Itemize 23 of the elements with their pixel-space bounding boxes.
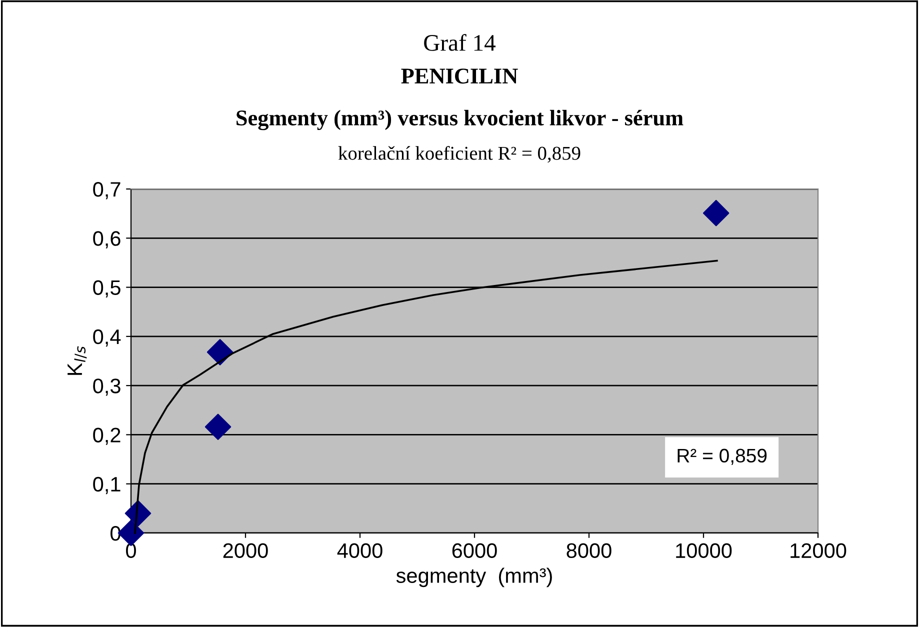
x-axis-title: segmenty (mm³) [396,568,552,588]
y-tick-label: 0,2 [93,428,120,445]
y-tick-label: 0,4 [93,329,121,347]
chart-title: PENICILIN [401,68,518,84]
text: korelační koeficient R² = 0,859 [338,146,580,163]
y-tick-label: 0,5 [93,280,120,298]
y-tick-label: 0,7 [93,182,120,200]
point [206,339,234,366]
text: Graf 14 [424,34,496,51]
x-tick-label: 4000 [337,543,382,558]
y-tick-label: 0,6 [93,231,120,248]
point [702,200,730,226]
y-tick-label: 0,3 [93,378,120,396]
annotation: R² = 0,859 [678,448,767,465]
y-axis-title: K$_{l/s}$ [68,346,87,375]
point [204,414,232,440]
chart-subtitle: Segmenty (mm³) versus kvocient likvor - sérum [236,110,684,130]
x-tick-label: 12000 [790,543,846,558]
y-tick-label: 0,1 [93,476,120,494]
x-tick-label: 6000 [452,543,497,558]
x-tick-label: 8000 [566,543,612,558]
x-tick-label: 2000 [223,543,268,558]
x-tick-label: 10000 [676,543,732,558]
